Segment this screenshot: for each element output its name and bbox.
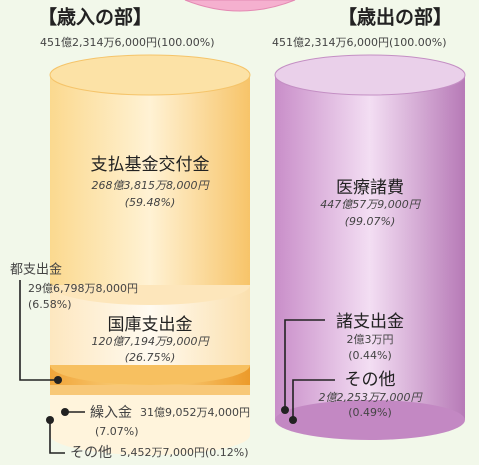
- revenue-title: 【歳入の部】: [38, 6, 152, 29]
- item-amount: 5,452万7,000円(0.12%): [120, 446, 249, 459]
- item-name: その他: [70, 445, 112, 461]
- item-name: 繰入金: [90, 405, 132, 421]
- item-amount: 120億7,194万9,000円: [92, 335, 211, 348]
- revenue-cylinder: [49, 54, 251, 455]
- item-amount: 31億9,052万4,000円: [140, 406, 250, 419]
- expenditure-total: 451億2,314万6,000円(100.00%): [272, 36, 447, 49]
- item-percent: (7.07%): [95, 425, 139, 438]
- item-name: その他: [345, 370, 396, 390]
- item-percent: (26.75%): [125, 351, 176, 364]
- item-percent: (99.07%): [345, 215, 396, 228]
- item-percent: (6.58%): [28, 298, 72, 311]
- item-amount: 2億3万円: [347, 333, 394, 346]
- item-name: 諸支出金: [336, 312, 404, 332]
- item-amount: 2億2,253万7,000円: [319, 391, 424, 404]
- item-name: 都支出金: [10, 262, 62, 278]
- item-amount: 29億6,798万8,000円: [28, 282, 138, 295]
- item-amount: 268億3,815万8,000円: [92, 179, 211, 192]
- expenditure-cylinder: [274, 54, 466, 440]
- revenue-total: 451億2,314万6,000円(100.00%): [40, 36, 215, 49]
- item-name: 国庫支出金: [108, 315, 193, 335]
- item-percent: (0.49%): [348, 406, 392, 419]
- leader-lines: [19, 280, 335, 454]
- deco-arc: [184, 0, 296, 12]
- item-name: 支払基金交付金: [91, 155, 210, 175]
- item-percent: (0.44%): [348, 349, 392, 362]
- item-amount: 447億57万9,000円: [320, 198, 421, 211]
- expenditure-title: 【歳出の部】: [338, 6, 452, 29]
- item-name: 医療諸費: [336, 178, 404, 198]
- item-percent: (59.48%): [125, 196, 176, 209]
